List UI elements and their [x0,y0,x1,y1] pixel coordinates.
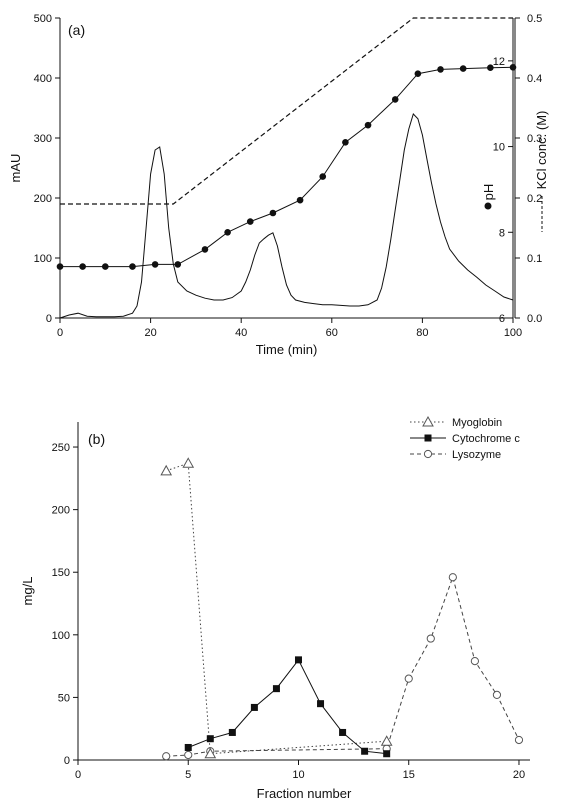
x-tick-label: 20 [144,327,156,339]
ph-tick-label: 12 [493,56,505,68]
cytochrome-c-point [339,728,347,736]
lysozyme-line [166,575,520,757]
x-tick-label: 10 [292,769,304,781]
ph-point [269,209,277,217]
ph-point [437,66,444,73]
y-axis-title: mAU [8,154,23,183]
y-tick-label: 50 [58,692,70,704]
ph-point [319,173,327,180]
kcl-gradient-line [60,17,513,205]
x-tick-label: 80 [416,327,428,339]
x-tick-label: 15 [403,769,415,781]
kcl-tick-label: 0.3 [527,133,542,145]
cytochrome-c-line [188,658,387,755]
y-tick-label: 200 [34,193,52,205]
panel-a-chromatogram: 0 20 40 60 80 100 0 100 200 300 400 500 6 8 10 12 0.0 0.1… [8,13,549,357]
myoglobin-point [204,747,217,759]
ph-point [151,261,159,268]
myoglobin-point [182,457,195,468]
kcl-tick-label: 0.5 [527,13,542,25]
kcl-axis-title: KCl conc. (M) [534,111,549,190]
x-tick-label: 5 [185,769,191,781]
ph-axis-title: pH [481,184,496,201]
cytochrome-c-point [184,743,192,751]
legend-marker-lysozyme [423,449,433,459]
ph-point [201,246,209,253]
lysozyme-point [404,674,413,683]
ph-point [224,228,231,236]
lysozyme-point [470,657,479,666]
ph-point [487,64,494,72]
lysozyme-point [184,750,193,760]
y-tick-label: 250 [52,442,70,454]
ph-tick-label: 6 [499,313,505,325]
y-tick-label: 500 [34,13,52,25]
kcl-tick-label: 0.4 [527,73,542,85]
y-tick-label: 100 [34,253,52,265]
x-tick-label: 0 [75,769,81,781]
cytochrome-c-point [206,735,214,743]
y-tick-label: 150 [52,567,70,579]
kcl-tick-label: 0.1 [527,253,542,265]
ph-tick-label: 8 [499,227,505,239]
y-tick-label: 100 [52,630,70,642]
lysozyme-point [514,735,524,745]
ph-point [342,138,349,146]
lysozyme-point [426,634,435,643]
x-tick-label: 100 [504,327,522,339]
kcl-tick-label: 0.0 [527,313,542,325]
ph-point [459,65,467,72]
panel-label: (b) [88,431,105,447]
y-tick-label: 400 [34,73,52,85]
y-tick-label: 0 [64,755,70,767]
lysozyme-point [162,752,171,761]
y-tick-label: 300 [34,133,52,145]
ph-tick-label: 10 [493,142,505,154]
myoglobin-point [380,735,393,746]
x-tick-label: 40 [235,327,247,339]
ph-point [391,96,399,103]
legend-marker-cytochrome-c [424,434,432,442]
cytochrome-c-point [294,656,302,664]
ph-point [509,63,517,71]
ph-point [79,263,86,270]
myoglobin-point [160,464,173,476]
ph-line [60,66,514,268]
x-tick-label: 60 [326,327,338,339]
legend-marker-myoglobin [422,415,434,427]
x-tick-label: 20 [513,769,525,781]
ph-point [56,263,64,270]
ph-point [129,263,136,270]
ph-point [102,263,109,270]
ph-legend-marker [484,202,492,210]
cytochrome-c-point [272,685,280,693]
x-axis-title: Fraction number [257,786,352,801]
ph-point [174,261,182,268]
lysozyme-point [492,690,502,700]
ph-point [246,218,254,225]
ph-point [414,70,422,78]
cytochrome-c-point [361,747,369,755]
legend-label-myoglobin: Myoglobin [452,417,502,429]
myoglobin-line [166,462,387,755]
cytochrome-c-point [228,728,236,736]
y-axis-title: mg/L [20,577,35,606]
cytochrome-c-point [250,703,258,711]
x-tick-label: 0 [57,327,63,339]
lysozyme-point [448,573,457,582]
cytochrome-c-point [383,750,391,758]
kcl-tick-label: 0.2 [527,193,542,205]
panel-label: (a) [68,22,85,38]
x-axis-title: Time (min) [256,342,318,357]
y-tick-label: 200 [52,505,70,517]
absorbance-trace [59,113,514,319]
y-tick-label: 0 [46,313,52,325]
legend-label-lysozyme: Lysozyme [452,449,501,461]
ph-point [364,121,372,129]
legend-label-cytochrome-c: Cytochrome c [452,433,520,445]
ph-point [296,196,304,204]
cytochrome-c-point [317,700,325,708]
